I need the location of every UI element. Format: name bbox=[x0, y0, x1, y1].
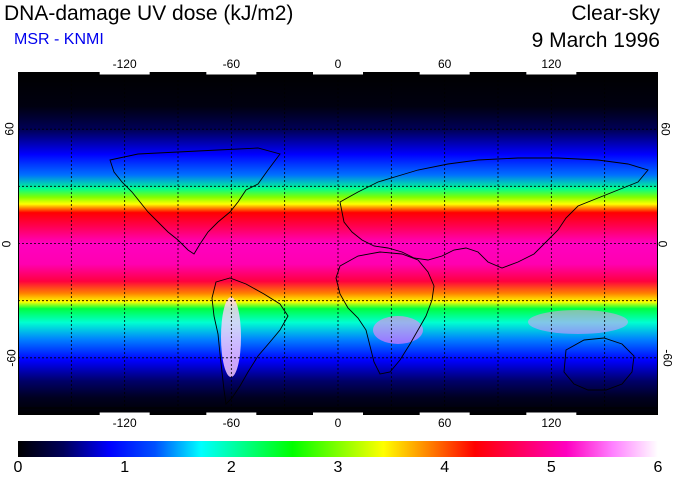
lon-tick-label-bottom: 60 bbox=[437, 416, 452, 430]
lat-tick-label-right: 60 bbox=[658, 122, 673, 136]
coastline-eurasia bbox=[339, 157, 649, 269]
lon-tick-label-bottom: 120 bbox=[541, 416, 562, 430]
sky-condition-label: Clear-sky bbox=[571, 2, 660, 25]
lon-tick-label-top: 120 bbox=[541, 57, 562, 71]
lon-tick-label-top: -120 bbox=[112, 57, 137, 71]
colorbar-tick-label: 6 bbox=[653, 459, 663, 476]
map-title: DNA-damage UV dose (kJ/m2) bbox=[4, 2, 294, 25]
coastline-africa bbox=[335, 251, 435, 375]
colorbar-tick-label: 0 bbox=[13, 459, 23, 476]
uv-dose-map bbox=[18, 72, 658, 415]
coastline-south-america bbox=[211, 277, 289, 405]
colorbar-tick-label: 4 bbox=[440, 459, 450, 476]
lon-tick-label-top: 0 bbox=[334, 57, 342, 71]
lon-tick-label-bottom: -120 bbox=[112, 416, 137, 430]
lon-tick-label-bottom: 0 bbox=[334, 416, 342, 430]
lon-tick-label-bottom: -60 bbox=[222, 416, 240, 430]
data-source-label: MSR - KNMI bbox=[14, 31, 104, 48]
colorbar-tick-label: 3 bbox=[333, 459, 343, 476]
colorbar-tick-label: 2 bbox=[226, 459, 236, 476]
lat-tick-label-left: -60 bbox=[4, 349, 19, 367]
lon-tick-label-top: 60 bbox=[437, 57, 452, 71]
coastline-australia bbox=[563, 337, 635, 391]
colorbar-tick-label: 5 bbox=[546, 459, 556, 476]
coastline-north-america bbox=[109, 147, 281, 255]
date-label: 9 March 1996 bbox=[531, 29, 660, 52]
colorbar-tick-label: 1 bbox=[120, 459, 130, 476]
lat-tick-label-right: -60 bbox=[660, 349, 675, 367]
lat-tick-label-right: 0 bbox=[655, 240, 670, 247]
lat-tick-label-left: 0 bbox=[0, 240, 14, 247]
indonesia-highlight bbox=[528, 310, 628, 334]
colorbar bbox=[18, 441, 658, 457]
lat-tick-label-left: 60 bbox=[2, 122, 17, 136]
africa-highlight bbox=[373, 316, 423, 344]
lon-tick-label-top: -60 bbox=[222, 57, 240, 71]
